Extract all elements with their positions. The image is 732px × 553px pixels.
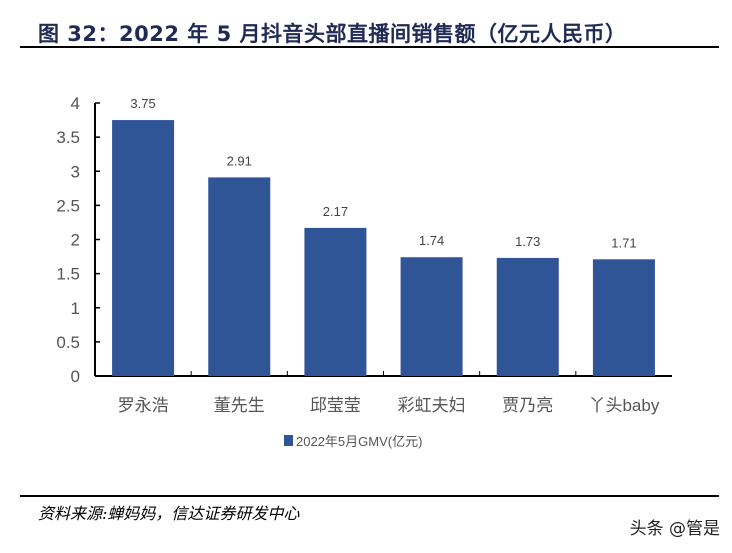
x-tick-label: 董先生	[214, 396, 265, 415]
data-label: 1.71	[611, 235, 636, 250]
legend-label: 2022年5月GMV(亿元)	[296, 434, 422, 449]
bar-1	[208, 177, 271, 376]
data-label: 1.73	[515, 234, 540, 249]
y-tick-label: 2	[71, 231, 80, 250]
bar-5	[592, 259, 655, 376]
data-label: 2.91	[227, 153, 252, 168]
y-tick-label: 1	[71, 299, 80, 318]
figure-title: 图 32：2022 年 5 月抖音头部直播间销售额（亿元人民币）	[38, 22, 627, 46]
source-rule	[20, 495, 719, 497]
data-label: 3.75	[130, 96, 155, 111]
bar-2	[304, 227, 367, 376]
y-tick-label: 3.5	[56, 128, 80, 147]
x-tick-label: 贾乃亮	[502, 396, 553, 415]
x-tick-label: 邱莹莹	[310, 396, 361, 415]
y-tick-label: 1.5	[56, 265, 80, 284]
bar-3	[400, 257, 463, 376]
x-tick-label: 丫头baby	[588, 396, 659, 415]
title-rule	[20, 46, 719, 48]
data-label: 2.17	[323, 204, 348, 219]
watermark: 头条 @管是	[629, 519, 720, 539]
x-tick-label: 彩虹夫妇	[398, 396, 466, 415]
bar-4	[496, 257, 559, 376]
source-note: 资料来源:蝉妈妈，信达证券研发中心	[38, 504, 300, 523]
y-tick-label: 4	[71, 94, 80, 113]
y-tick-label: 0.5	[56, 333, 80, 352]
x-tick-label: 罗永浩	[118, 396, 169, 415]
data-label: 1.74	[419, 233, 444, 248]
y-tick-label: 0	[71, 367, 80, 386]
bar-0	[112, 120, 175, 376]
legend-swatch	[284, 435, 293, 446]
y-tick-label: 3	[71, 162, 80, 181]
y-tick-label: 2.5	[56, 196, 80, 215]
